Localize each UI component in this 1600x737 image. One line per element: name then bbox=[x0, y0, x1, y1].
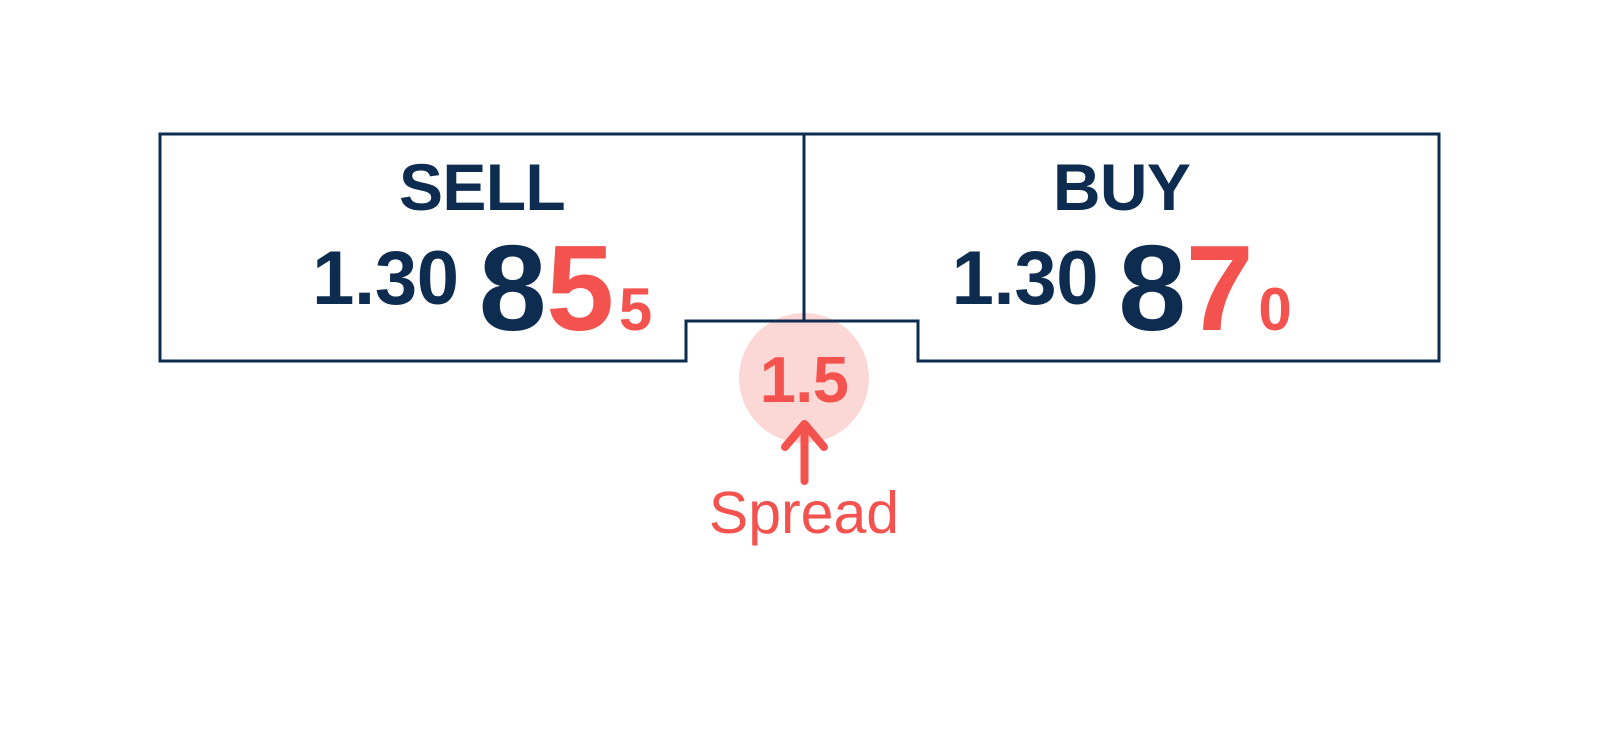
arrow-up-icon bbox=[781, 420, 828, 485]
sell-price-digit-accent: 5 bbox=[546, 220, 614, 356]
price-boxes-outline bbox=[158, 132, 1441, 363]
buy-price: 1.30 8 7 0 bbox=[804, 227, 1439, 349]
buy-price-digit-main: 8 bbox=[1118, 220, 1186, 356]
buy-panel-title: BUY bbox=[1052, 150, 1191, 224]
sell-price: 1.30 8 5 5 bbox=[160, 227, 804, 349]
spread-highlight-circle bbox=[739, 313, 869, 443]
spread-value: 1.5 bbox=[759, 343, 849, 416]
sell-panel-title: SELL bbox=[398, 150, 566, 224]
buy-price-pip: 0 bbox=[1258, 276, 1292, 343]
spread-label: Spread bbox=[708, 480, 900, 546]
sell-price-pip: 5 bbox=[618, 276, 652, 343]
sell-price-base: 1.30 bbox=[312, 236, 459, 321]
sell-price-digit-main: 8 bbox=[478, 220, 547, 356]
buy-price-base: 1.30 bbox=[951, 236, 1099, 321]
buy-price-digit-accent: 7 bbox=[1185, 220, 1254, 356]
